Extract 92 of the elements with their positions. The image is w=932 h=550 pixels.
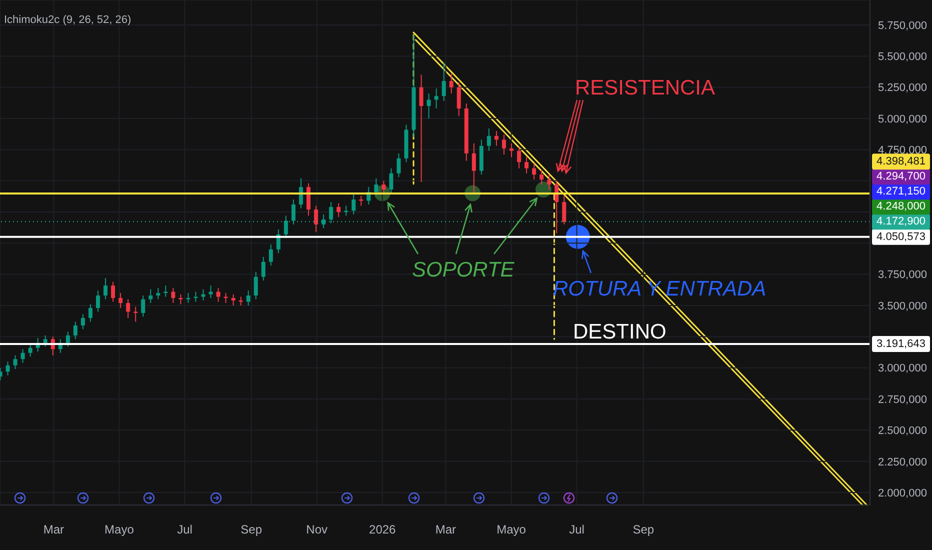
candlestick <box>486 128 491 152</box>
candlestick <box>20 348 25 364</box>
candlestick <box>532 162 536 180</box>
x-tick-label: Mar <box>43 522 64 537</box>
annotation: DESTINO <box>573 320 666 344</box>
candlestick <box>141 295 146 318</box>
candlestick <box>352 194 356 215</box>
candlestick <box>80 314 85 330</box>
text: 4.294,700 <box>876 170 926 183</box>
x-tick-label: Mayo <box>496 522 526 537</box>
x-tick-label: Jul <box>177 522 192 537</box>
ref-line-label: 4.050,573 <box>876 230 926 243</box>
y-tick-label: 5.750,000 <box>878 20 927 32</box>
candlestick <box>434 88 438 109</box>
annotation: SOPORTE <box>412 258 516 282</box>
candlestick <box>359 195 364 206</box>
candlestick <box>118 292 123 308</box>
text: 4.271,150 <box>876 186 926 198</box>
candlestick <box>396 152 401 178</box>
candlestick <box>540 169 544 186</box>
candlestick <box>314 205 318 232</box>
candlestick <box>148 288 153 304</box>
candlestick <box>126 298 130 318</box>
candlestick <box>246 290 250 306</box>
candlestick <box>231 294 236 306</box>
annotation: RESISTENCIA <box>575 76 716 100</box>
y-tick-label: 3.500,000 <box>878 300 927 312</box>
y-tick-label: 5.000,000 <box>878 113 927 126</box>
candlestick <box>261 256 266 282</box>
candlestick <box>291 199 296 225</box>
candlestick <box>426 93 431 119</box>
candlestick <box>43 334 48 348</box>
candlestick <box>96 290 100 312</box>
y-tick-label: 2.500,000 <box>878 425 927 438</box>
x-tick-label: 2026 <box>369 522 396 537</box>
candlestick <box>6 361 10 376</box>
candlestick <box>442 62 446 102</box>
candlestick <box>284 215 288 239</box>
y-tick-label: 3.750,000 <box>878 269 927 282</box>
ref-line-label: 3.191,643 <box>876 338 926 350</box>
candlestick <box>510 142 514 158</box>
candlestick <box>562 195 566 225</box>
candlestick <box>13 354 18 370</box>
x-tick-label: Mayo <box>104 522 134 537</box>
x-tick-label: Jul <box>569 522 584 537</box>
candlestick <box>456 82 461 116</box>
candlestick <box>472 142 476 196</box>
candlestick <box>66 331 70 348</box>
candlestick <box>268 244 273 266</box>
candlestick <box>322 214 326 229</box>
candlestick <box>254 271 258 300</box>
x-tick-label: Mar <box>435 522 456 537</box>
x-tick-label: Sep <box>240 522 262 537</box>
candlestick <box>374 178 378 196</box>
candlestick <box>111 281 116 302</box>
y-tick-label: 2.250,000 <box>878 456 927 468</box>
candlestick <box>329 202 334 224</box>
candlestick <box>389 168 394 194</box>
candlestick <box>524 156 529 174</box>
candlestick <box>156 288 160 300</box>
candlestick <box>88 304 92 322</box>
candlestick <box>171 288 176 304</box>
ref-line-label: 4.172,900 <box>876 216 926 228</box>
text: 4.248,000 <box>876 200 926 213</box>
candlestick <box>502 134 506 156</box>
candlestick <box>449 73 454 94</box>
y-tick-label: 5.250,000 <box>878 82 927 94</box>
candlestick <box>201 288 206 302</box>
candlestick <box>216 288 220 302</box>
y-tick-label: 2.750,000 <box>878 394 927 406</box>
candlestick <box>306 182 310 216</box>
candlestick <box>344 205 348 216</box>
candlestick <box>134 306 138 322</box>
y-tick-label: 5.500,000 <box>878 51 927 64</box>
candlestick <box>517 146 522 169</box>
candlestick <box>419 74 424 183</box>
candlestick <box>494 130 498 146</box>
candlestick <box>104 278 108 300</box>
candlestick <box>382 180 386 196</box>
candlestick <box>186 292 190 304</box>
candlestick <box>178 294 183 305</box>
x-tick-label: Sep <box>632 522 654 537</box>
ref-line-label: 4.398,481 <box>876 156 926 168</box>
candlestick <box>547 174 552 190</box>
candlestick <box>73 321 78 340</box>
candlestick <box>336 202 341 218</box>
text: Ichimoku2c (9, 26, 52, 26) <box>4 14 132 26</box>
candlestick <box>28 342 32 358</box>
y-tick-label: 3.000,000 <box>878 362 927 375</box>
x-tick-label: Nov <box>306 522 328 537</box>
y-tick-label: 2.000,000 <box>878 487 927 500</box>
candlestick <box>208 285 213 299</box>
